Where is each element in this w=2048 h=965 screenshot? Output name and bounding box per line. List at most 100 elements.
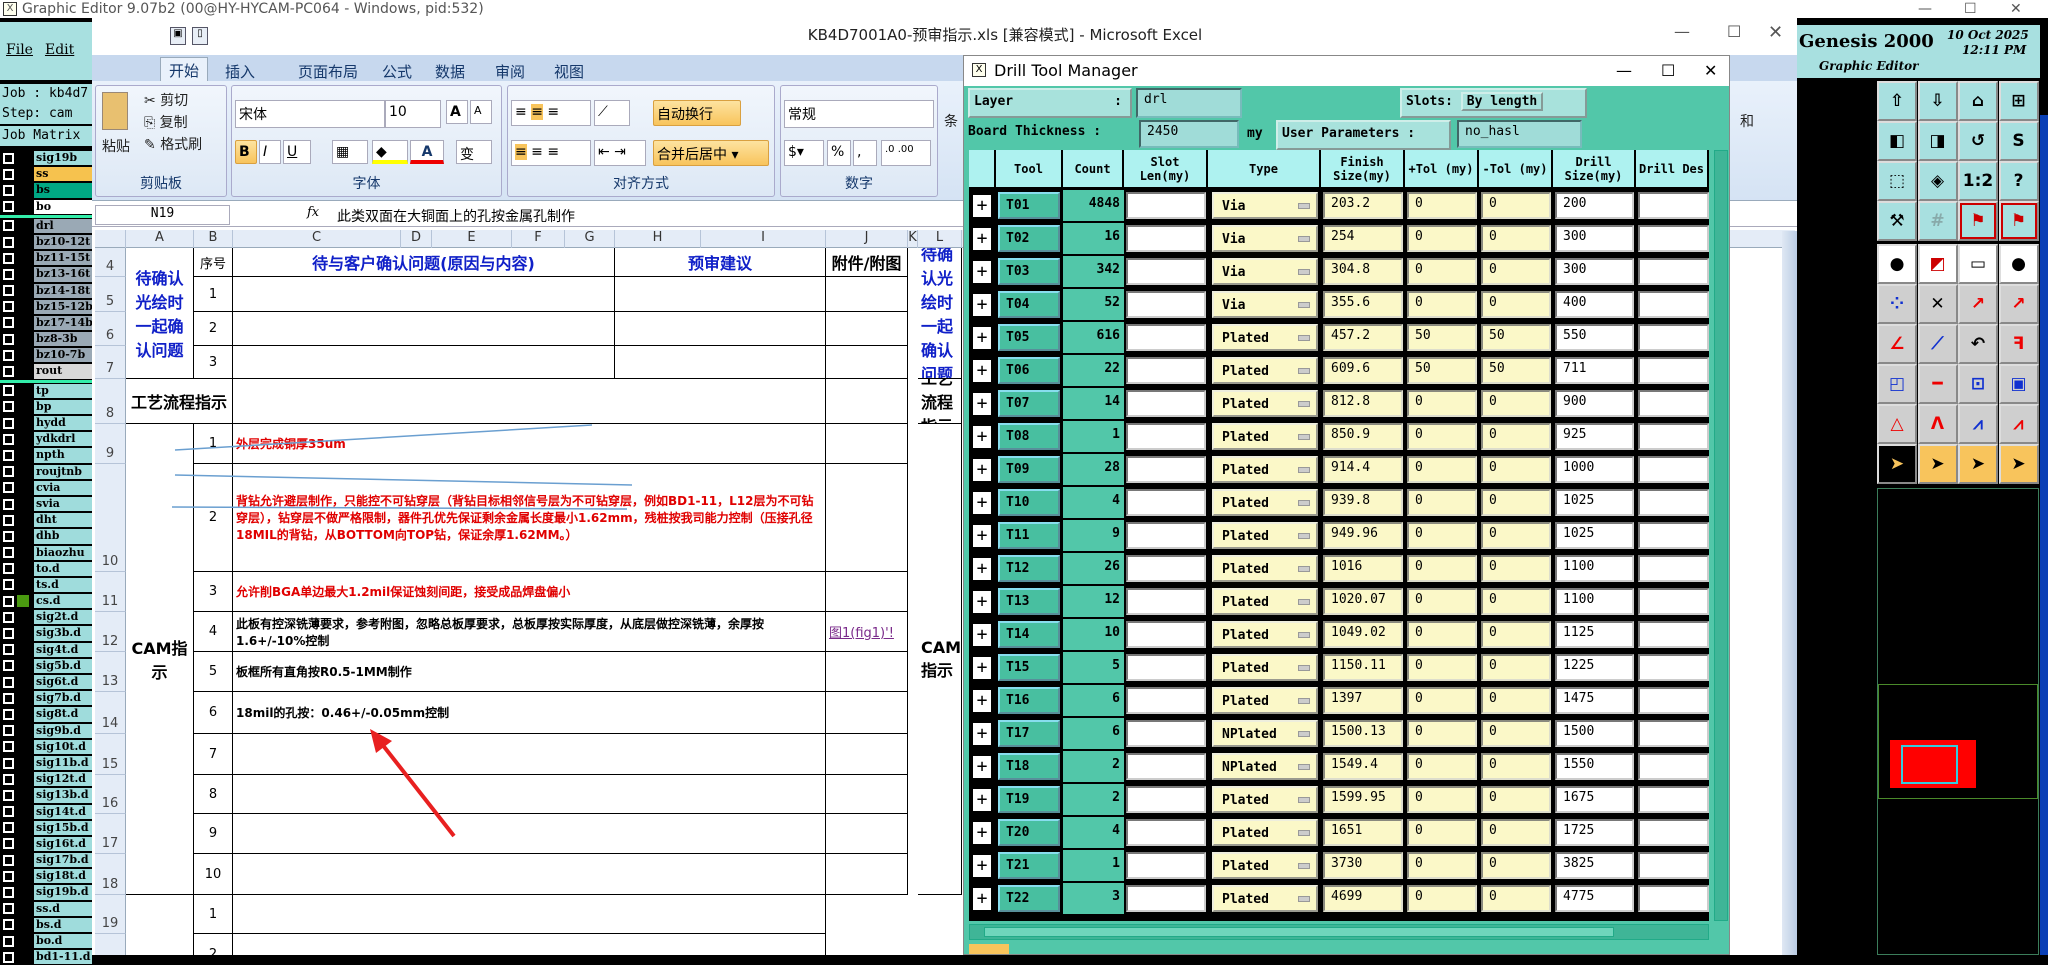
- layer-name[interactable]: sig4t.d: [34, 642, 92, 657]
- row-number[interactable]: 1: [194, 277, 233, 312]
- excel-minimize-icon[interactable]: —: [1674, 22, 1690, 41]
- layer-checkbox[interactable]: [3, 482, 14, 494]
- layer-checkbox[interactable]: [3, 530, 14, 542]
- column-header[interactable]: K: [908, 230, 918, 248]
- minus-tol-input[interactable]: 0: [1481, 753, 1551, 780]
- finish-size-input[interactable]: 203.2: [1323, 192, 1403, 219]
- layer-checkbox[interactable]: [3, 268, 14, 280]
- cut-button[interactable]: ✂ 剪切: [144, 90, 188, 110]
- tool-button[interactable]: T22: [998, 885, 1060, 912]
- tool-button[interactable]: T04: [998, 291, 1060, 318]
- paste-icon[interactable]: [102, 92, 128, 130]
- finish-size-input[interactable]: 1150.11: [1323, 654, 1403, 681]
- attach-cell[interactable]: [826, 464, 908, 572]
- layer-checkbox[interactable]: [3, 595, 14, 607]
- arch-cross-icon[interactable]: ⩘: [1998, 404, 2039, 444]
- layer-row[interactable]: bz11-15t: [0, 250, 92, 266]
- row-header[interactable]: 11: [95, 572, 126, 612]
- plus-tol-input[interactable]: 0: [1407, 423, 1477, 450]
- row-header[interactable]: 15: [95, 734, 126, 775]
- slot-length-input[interactable]: [1126, 192, 1206, 219]
- row-header[interactable]: 16: [95, 775, 126, 814]
- save-step-icon[interactable]: ⇩: [1917, 81, 1958, 121]
- layer-name[interactable]: sig12t.d: [34, 772, 92, 787]
- expand-row-icon[interactable]: +: [972, 524, 992, 548]
- layer-checkbox[interactable]: [3, 870, 14, 882]
- row-header[interactable]: 10: [95, 464, 126, 572]
- plus-tol-input[interactable]: 0: [1407, 258, 1477, 285]
- drill-size-input[interactable]: 900: [1555, 390, 1634, 417]
- layer-row[interactable]: ss: [0, 166, 92, 182]
- layer-row[interactable]: sig10t.d: [0, 739, 92, 755]
- section-pending-confirm-copy[interactable]: 待确认光绘时一起确认问题: [918, 248, 962, 379]
- type-select[interactable]: Via: [1212, 291, 1318, 318]
- layer-checkbox[interactable]: [3, 385, 14, 397]
- tool-button[interactable]: T06: [998, 357, 1060, 384]
- attach-link[interactable]: 图1(fig1)'!: [826, 612, 908, 652]
- expand-row-icon[interactable]: +: [972, 359, 992, 383]
- column-header[interactable]: E: [432, 230, 512, 248]
- type-select[interactable]: Plated: [1212, 687, 1318, 714]
- wrap-text-button[interactable]: 自动换行: [653, 100, 741, 126]
- currency-icon[interactable]: $▾: [784, 140, 824, 166]
- drill-des-input[interactable]: [1638, 522, 1709, 549]
- layer-row[interactable]: rout: [0, 363, 92, 379]
- plus-tol-input[interactable]: 0: [1407, 720, 1477, 747]
- row-number[interactable]: 4: [194, 612, 233, 652]
- drill-size-input[interactable]: 1675: [1555, 786, 1634, 813]
- plus-tol-input[interactable]: 0: [1407, 687, 1477, 714]
- suggest-cell[interactable]: [615, 346, 826, 379]
- layer-row[interactable]: bz13-16t: [0, 266, 92, 282]
- type-select[interactable]: Plated: [1212, 852, 1318, 879]
- slot-length-input[interactable]: [1126, 423, 1206, 450]
- delete-node-icon[interactable]: ✕: [1917, 284, 1958, 324]
- layer-name[interactable]: bz14-18t: [34, 283, 92, 298]
- slot-length-input[interactable]: [1126, 357, 1206, 384]
- arch-blue-icon[interactable]: ⩘: [1958, 404, 1998, 444]
- pad-dot-icon[interactable]: ●: [1998, 244, 2039, 284]
- type-select[interactable]: Plated: [1212, 522, 1318, 549]
- column-header[interactable]: A: [126, 230, 194, 248]
- menu-edit[interactable]: Edit: [44, 42, 75, 58]
- slot-length-input[interactable]: [1126, 621, 1206, 648]
- layer-name[interactable]: rout: [34, 364, 92, 379]
- layer-checkbox[interactable]: [3, 301, 14, 313]
- type-select[interactable]: Plated: [1212, 654, 1318, 681]
- expand-row-icon[interactable]: +: [972, 689, 992, 713]
- arc-icon[interactable]: ↶: [1958, 324, 1998, 364]
- header-issue[interactable]: 待与客户确认问题(原因与内容): [233, 248, 615, 277]
- drill-size-input[interactable]: 1025: [1555, 489, 1634, 516]
- minus-tol-input[interactable]: 0: [1481, 621, 1551, 648]
- row-number[interactable]: 10: [194, 854, 233, 895]
- suggest-cell[interactable]: [615, 277, 826, 312]
- drill-size-input[interactable]: 1100: [1555, 555, 1634, 582]
- expand-row-icon[interactable]: +: [972, 623, 992, 647]
- layer-checkbox[interactable]: [3, 152, 14, 164]
- layer-checkbox[interactable]: [3, 838, 14, 850]
- select-region-icon[interactable]: ◩: [1917, 244, 1958, 284]
- row-number[interactable]: 2: [194, 312, 233, 346]
- connect-nodes-icon[interactable]: ⁘: [1877, 284, 1917, 324]
- layer-checkbox[interactable]: [3, 708, 14, 720]
- horizontal-align-buttons[interactable]: ≡ ≡ ≡: [511, 140, 591, 166]
- route-net-black-icon[interactable]: ⚑: [1998, 201, 2039, 241]
- type-select[interactable]: Plated: [1212, 819, 1318, 846]
- tool-button[interactable]: T10: [998, 489, 1060, 516]
- expand-row-icon[interactable]: +: [972, 227, 992, 251]
- layer-name[interactable]: sig14t.d: [34, 804, 92, 819]
- select-net-icon[interactable]: ➤: [1998, 444, 2039, 484]
- layer-checkbox[interactable]: [3, 466, 14, 478]
- expand-row-icon[interactable]: +: [972, 887, 992, 911]
- cam-item[interactable]: 背钻允许避层制作，只能控不可钻穿层（背钻目标相邻信号层为不可钻穿层，例如BD1-…: [233, 464, 826, 572]
- move-point-solid-icon[interactable]: ↗: [1998, 284, 2039, 324]
- expand-row-icon[interactable]: +: [972, 293, 992, 317]
- finish-size-input[interactable]: 1049.02: [1323, 621, 1403, 648]
- layer-name[interactable]: bd1-11.d: [34, 950, 92, 965]
- cell[interactable]: [233, 895, 826, 934]
- drill-des-input[interactable]: [1638, 687, 1709, 714]
- minus-tol-input[interactable]: 0: [1481, 720, 1551, 747]
- layer-checkbox[interactable]: [3, 333, 14, 345]
- cam-item[interactable]: [233, 734, 826, 775]
- copy-button[interactable]: ⎘ 复制: [144, 112, 188, 132]
- drill-size-input[interactable]: 1725: [1555, 819, 1634, 846]
